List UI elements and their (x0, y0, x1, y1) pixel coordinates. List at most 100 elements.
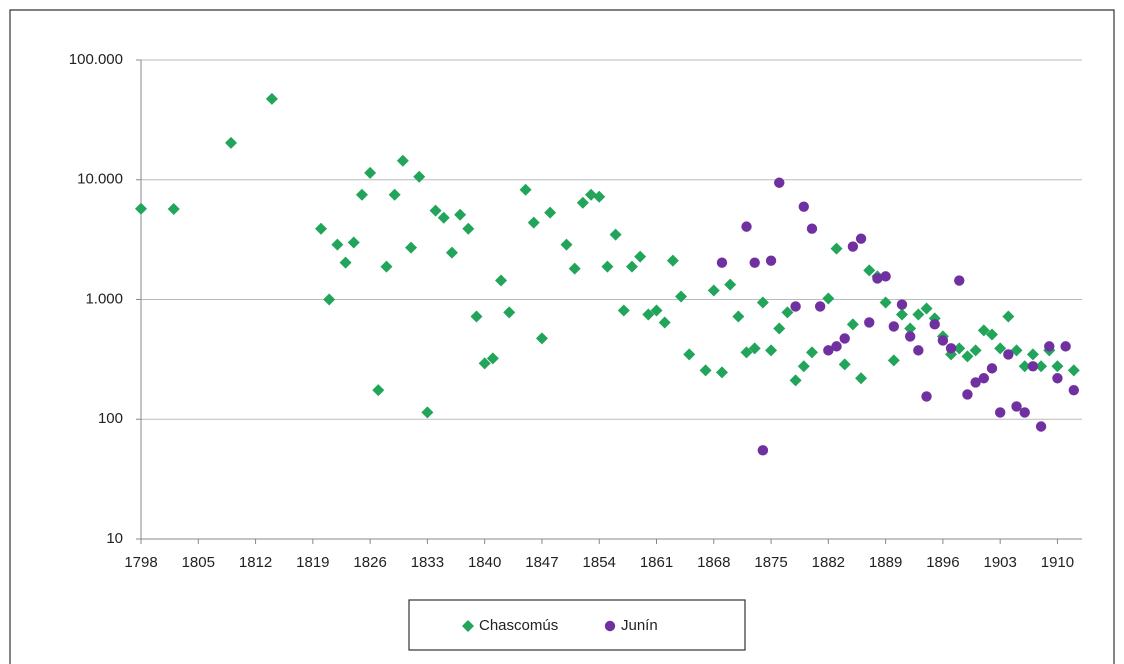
data-point (642, 308, 655, 321)
chart-frame (9, 9, 1115, 664)
legend-label: Junín (621, 617, 658, 634)
data-point (912, 308, 925, 321)
data-point (413, 170, 426, 183)
data-point (864, 317, 875, 328)
data-point (855, 233, 867, 244)
data-point (429, 204, 442, 217)
data-point (380, 260, 393, 273)
data-point (863, 264, 876, 277)
data-point (969, 344, 982, 357)
x-tick-label: 1889 (869, 554, 902, 571)
data-point (1035, 360, 1048, 373)
data-point (658, 316, 671, 329)
data-point (601, 260, 614, 273)
data-point (544, 206, 557, 219)
data-point (823, 345, 834, 356)
data-point (888, 321, 899, 332)
data-point (396, 154, 409, 167)
data-point (1067, 364, 1080, 377)
data-point (355, 188, 368, 201)
data-point (625, 260, 638, 273)
data-point (1051, 360, 1064, 373)
data-point (920, 302, 933, 315)
data-point (634, 250, 647, 263)
data-point (978, 373, 990, 384)
data-point (568, 262, 581, 275)
data-point (1019, 407, 1030, 418)
data-point (985, 328, 998, 341)
data-point (666, 254, 679, 267)
data-point (831, 341, 842, 352)
data-point (806, 223, 818, 234)
x-tick-label: 1833 (411, 554, 444, 571)
data-point (609, 228, 622, 241)
data-point (331, 238, 344, 251)
data-point (503, 306, 516, 319)
x-tick-label: 1910 (1041, 554, 1074, 571)
x-tick-label: 1840 (468, 554, 501, 571)
data-point (847, 241, 859, 252)
data-point (405, 241, 418, 254)
data-point (896, 299, 908, 310)
x-tick-label: 1903 (983, 554, 1016, 571)
y-tick-label: 100.000 (69, 51, 123, 68)
data-point (364, 166, 377, 179)
data-point (724, 278, 737, 291)
data-point (954, 275, 965, 286)
data-point (822, 292, 835, 305)
data-point (961, 350, 974, 363)
data-point (1068, 384, 1080, 396)
data-point (830, 242, 843, 255)
data-point (1002, 310, 1015, 323)
data-point (921, 391, 932, 402)
data-point (773, 322, 786, 335)
data-point (135, 202, 147, 215)
data-point (838, 358, 851, 371)
data-point (454, 208, 467, 221)
legend-marker (604, 620, 616, 632)
x-tick-label: 1847 (525, 554, 558, 571)
data-point (977, 324, 990, 337)
data-point (225, 136, 238, 149)
data-point (953, 342, 966, 355)
data-point (904, 322, 917, 335)
data-point (962, 389, 973, 400)
x-tick-label: 1868 (697, 554, 730, 571)
data-point (339, 256, 352, 269)
data-point (462, 222, 475, 235)
data-point (748, 342, 761, 355)
data-point (1018, 360, 1031, 373)
data-point (421, 406, 434, 419)
data-point (1010, 344, 1023, 357)
x-tick-label: 1805 (182, 554, 215, 571)
data-point (814, 301, 826, 312)
y-tick-label: 10.000 (77, 171, 123, 188)
data-point (741, 221, 752, 232)
data-point (445, 246, 458, 259)
x-tick-label: 1798 (124, 554, 157, 571)
x-tick-label: 1875 (754, 554, 787, 571)
data-point (790, 301, 801, 312)
data-point (1026, 348, 1039, 361)
legend-marker (462, 620, 474, 632)
data-point (650, 304, 663, 317)
legend-label: Chascomús (479, 617, 558, 634)
data-point (167, 202, 180, 215)
data-point (765, 344, 778, 357)
data-point (839, 333, 850, 344)
data-point (757, 445, 769, 456)
data-point (846, 318, 859, 331)
data-point (527, 216, 540, 229)
data-point (1003, 349, 1014, 360)
data-point (749, 257, 760, 268)
data-point (315, 222, 328, 235)
x-tick-label: 1854 (583, 554, 616, 571)
data-point (1044, 341, 1055, 352)
data-point (879, 296, 892, 309)
data-point (593, 190, 606, 203)
data-point (756, 296, 769, 309)
data-point (683, 348, 696, 361)
data-point (347, 236, 360, 249)
data-point (994, 342, 1007, 355)
